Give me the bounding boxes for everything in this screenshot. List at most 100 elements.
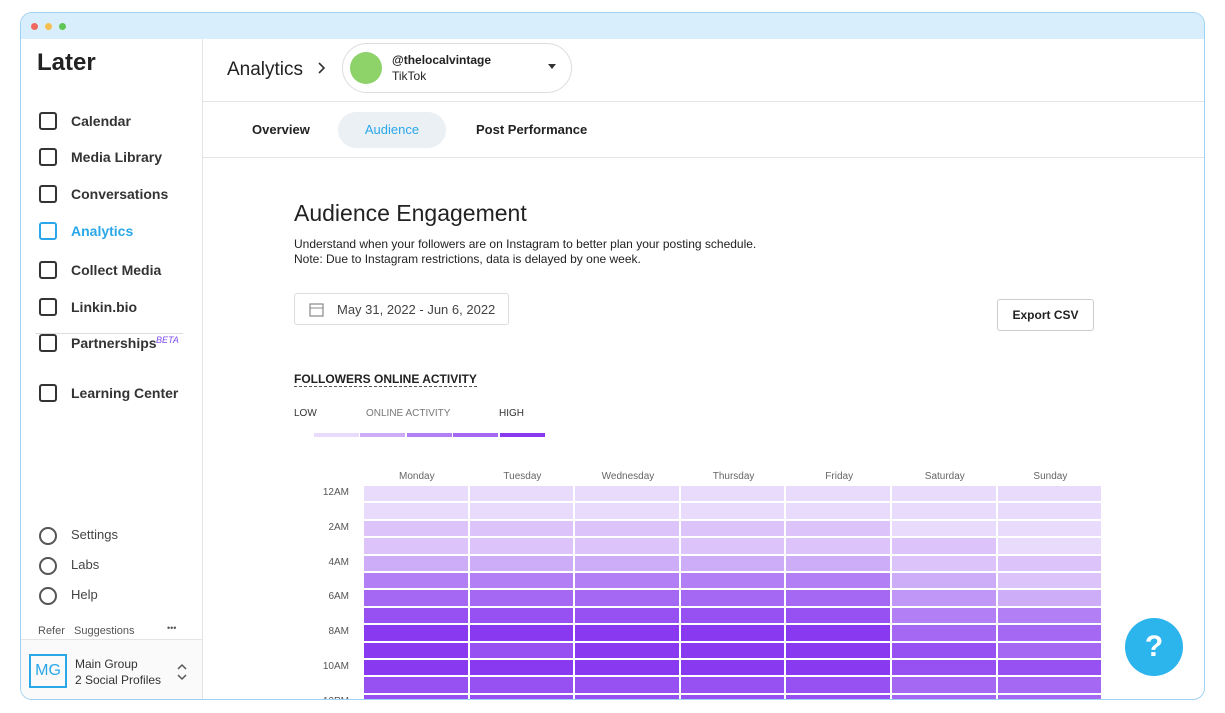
heat-cell (786, 625, 890, 641)
nav-icon (39, 384, 57, 402)
close-dot[interactable] (31, 23, 38, 30)
heat-cell (364, 607, 468, 624)
description-line: Understand when your followers are on In… (294, 237, 757, 251)
title-bar (21, 13, 1204, 39)
heat-cell (364, 520, 468, 537)
nav-item[interactable]: Analytics (71, 223, 134, 239)
heat-cell (892, 607, 996, 624)
heat-cell (469, 642, 574, 658)
bottom-item[interactable]: Labs (71, 557, 100, 572)
header: Analytics @thelocalvintage TikTok (203, 39, 1204, 102)
legend-middle: ONLINE ACTIVITY (366, 408, 451, 419)
heat-cell (786, 555, 890, 571)
help-button[interactable]: ? (1125, 618, 1183, 676)
heat-cell (997, 520, 1102, 537)
heading: Audience Engagement (294, 200, 527, 226)
heat-cell (364, 486, 468, 502)
legend-segment (360, 433, 406, 437)
nav-item[interactable]: Media Library (71, 149, 163, 165)
heat-cell (786, 677, 890, 693)
more-menu[interactable]: ••• (167, 623, 177, 633)
heat-cell (997, 607, 1102, 624)
heat-cell (575, 607, 679, 624)
heat-cell (786, 573, 890, 589)
refer-link[interactable]: Refer (38, 625, 65, 637)
heat-cell (364, 660, 468, 676)
heat-cell (892, 486, 996, 502)
max-dot[interactable] (59, 23, 66, 30)
heat-cell (469, 503, 574, 519)
tab[interactable]: Overview (252, 122, 310, 137)
heat-cell (364, 555, 468, 571)
day-label: Thursday (712, 471, 755, 482)
nav-item[interactable]: Linkin.bio (71, 299, 138, 315)
tab[interactable]: Post Performance (476, 122, 588, 137)
heat-cell (786, 486, 890, 502)
heat-cell (575, 520, 679, 537)
export-button[interactable]: Export CSV (997, 299, 1094, 331)
bottom-icon (39, 587, 57, 605)
heat-cell (786, 607, 890, 624)
account-selector[interactable]: @thelocalvintage TikTok (342, 43, 572, 93)
heat-cell (575, 590, 679, 606)
day-label: Tuesday (503, 471, 542, 482)
heat-cell (364, 677, 468, 693)
heat-cell (469, 555, 574, 571)
heat-cell (364, 503, 468, 519)
nav-item[interactable]: Conversations (71, 186, 169, 202)
logo[interactable]: Later (37, 49, 96, 76)
heat-cell (575, 486, 679, 502)
group-avatar: MG (29, 654, 67, 688)
group-switcher[interactable]: MG Main Group 2 Social Profiles (21, 639, 202, 699)
heat-cell (364, 625, 468, 641)
calendar-icon (309, 303, 324, 317)
heat-cell (892, 625, 996, 641)
heat-cell (786, 520, 890, 537)
tab[interactable]: Audience (338, 112, 446, 148)
heat-cell (469, 590, 574, 606)
hour-label: 4AM (328, 556, 349, 568)
heat-cell (575, 573, 679, 589)
section-title: FOLLOWERS ONLINE ACTIVITY (294, 372, 477, 387)
heat-cell (997, 694, 1102, 699)
sidebar: Later MG Main Group 2 Social Profiles Ca… (21, 39, 203, 699)
heat-cell (997, 625, 1102, 641)
description-line: Note: Due to Instagram restrictions, dat… (294, 252, 641, 266)
bottom-icon (39, 527, 57, 545)
bottom-item[interactable]: Help (71, 587, 98, 602)
nav-item[interactable]: Calendar (71, 113, 131, 129)
heat-cell (364, 573, 468, 589)
heat-cell (364, 642, 468, 658)
heat-cell (469, 694, 574, 699)
bottom-item[interactable]: Settings (71, 527, 118, 542)
heat-cell (364, 538, 468, 554)
chevrons (177, 663, 187, 681)
heat-cell (575, 660, 679, 676)
breadcrumb-arrow (318, 62, 326, 74)
nav-item[interactable]: Collect Media (71, 262, 162, 278)
heat-cell (786, 694, 890, 699)
suggestions-link[interactable]: Suggestions (74, 625, 135, 637)
date-picker[interactable]: May 31, 2022 - Jun 6, 2022 (294, 293, 509, 325)
heat-cell (469, 660, 574, 676)
group-profiles: 2 Social Profiles (75, 673, 162, 687)
nav-icon (39, 298, 57, 316)
heat-cell (680, 486, 785, 502)
heat-cell (575, 503, 679, 519)
heat-cell (680, 642, 785, 658)
nav-item[interactable]: Learning Center (71, 385, 179, 401)
heat-cell (680, 503, 785, 519)
hour-label: 12AM (322, 487, 349, 498)
content: Audience Engagement Understand when your… (203, 158, 1204, 699)
heat-cell (680, 573, 785, 589)
min-dot[interactable] (45, 23, 52, 30)
legend-segment (499, 433, 545, 437)
heat-cell (997, 642, 1102, 658)
hour-label: 2AM (328, 521, 349, 533)
account-avatar (350, 52, 382, 84)
day-label: Saturday (924, 471, 965, 482)
nav-item[interactable]: Partnerships (71, 335, 157, 351)
dropdown-caret (548, 64, 556, 69)
hour-label: 8AM (328, 626, 349, 638)
legend-segment (406, 433, 452, 437)
